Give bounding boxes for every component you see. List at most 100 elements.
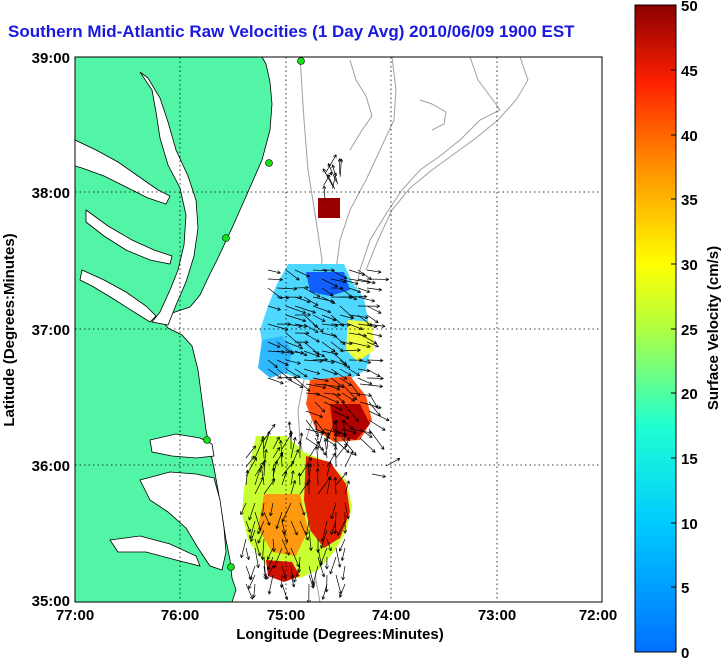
colorbar-tick-label: 30 bbox=[681, 257, 698, 274]
velocity-patch-south-core bbox=[304, 456, 350, 548]
map-title: Southern Mid-Atlantic Raw Velocities (1 … bbox=[8, 22, 575, 41]
velocity-arrow bbox=[279, 574, 284, 588]
y-axis: 39:00 38:00 37:00 36:00 35:00 Latitude (… bbox=[1, 50, 70, 610]
velocity-arrow bbox=[320, 529, 328, 549]
velocity-arrow bbox=[366, 376, 384, 381]
velocity-arrow bbox=[308, 574, 315, 589]
station-marker bbox=[265, 159, 273, 167]
velocity-arrow bbox=[308, 529, 313, 551]
velocity-arrow bbox=[259, 465, 265, 486]
velocity-patch-north bbox=[318, 198, 340, 218]
velocity-arrow bbox=[294, 350, 308, 357]
map-area bbox=[75, 57, 602, 602]
velocity-arrow bbox=[299, 502, 306, 516]
velocity-arrow bbox=[341, 392, 355, 402]
velocity-arrow bbox=[344, 480, 350, 495]
velocity-arrow bbox=[297, 440, 302, 459]
velocity-arrow bbox=[303, 296, 319, 307]
x-axis-label: Longitude (Degrees:Minutes) bbox=[236, 626, 444, 643]
velocity-arrow bbox=[330, 520, 337, 535]
velocity-arrows bbox=[240, 154, 401, 602]
velocity-arrow bbox=[245, 469, 250, 486]
velocity-arrow bbox=[330, 368, 348, 380]
velocity-arrow bbox=[357, 359, 372, 365]
velocity-arrow bbox=[240, 502, 247, 516]
velocity-arrow bbox=[245, 445, 257, 459]
rappahannock-river bbox=[85, 209, 173, 265]
velocity-arrow bbox=[357, 332, 378, 345]
velocity-arrow bbox=[341, 437, 357, 456]
velocity-arrow bbox=[290, 449, 300, 468]
colorbar-tick-label: 10 bbox=[681, 516, 698, 533]
velocity-patch-central-yellow bbox=[346, 320, 374, 362]
velocity-arrow bbox=[294, 296, 311, 304]
velocity-arrow bbox=[303, 368, 321, 375]
velocity-arrow bbox=[333, 446, 338, 468]
velocity-arrow bbox=[257, 529, 265, 544]
velocity-arrow bbox=[321, 278, 338, 288]
velocity-arrow bbox=[359, 401, 382, 410]
velocity-arrow bbox=[245, 457, 257, 477]
colorbar-tick-label: 15 bbox=[681, 451, 698, 468]
albemarle-sound bbox=[149, 433, 215, 459]
velocity-arrow bbox=[248, 574, 256, 590]
velocity-arrow bbox=[341, 565, 346, 581]
velocity-arrow bbox=[341, 401, 359, 422]
velocity-arrow bbox=[357, 296, 376, 303]
velocity-arrow bbox=[357, 304, 380, 309]
velocity-arrow bbox=[321, 287, 334, 297]
velocity-arrow bbox=[329, 556, 337, 575]
land-mass bbox=[75, 57, 273, 602]
velocity-arrow bbox=[297, 472, 302, 486]
map-frame bbox=[74, 56, 603, 603]
velocity-arrow bbox=[323, 401, 343, 411]
velocity-arrow bbox=[366, 358, 384, 363]
velocity-arrow bbox=[343, 511, 348, 534]
velocity-arrow bbox=[331, 164, 339, 185]
velocity-arrow bbox=[279, 453, 284, 468]
velocity-arrow bbox=[332, 410, 350, 419]
velocity-arrow bbox=[240, 538, 247, 559]
velocity-arrow bbox=[273, 547, 283, 569]
velocity-arrow bbox=[321, 583, 328, 600]
velocity-arrow bbox=[341, 419, 346, 441]
velocity-arrow bbox=[368, 410, 390, 422]
velocity-arrow bbox=[385, 457, 401, 467]
velocity-arrow bbox=[305, 410, 323, 418]
velocity-arrow bbox=[335, 547, 342, 568]
velocity-arrow bbox=[337, 520, 346, 536]
velocity-arrow bbox=[312, 305, 332, 314]
velocity-arrow bbox=[323, 438, 328, 459]
velocity-arrow bbox=[299, 520, 309, 541]
velocity-arrow bbox=[293, 565, 301, 583]
velocity-arrow bbox=[366, 332, 383, 338]
velocity-arrow bbox=[339, 287, 358, 301]
velocity-arrow bbox=[267, 341, 281, 348]
velocity-arrow bbox=[371, 473, 386, 479]
velocity-arrow bbox=[357, 278, 376, 285]
velocity-arrow bbox=[366, 277, 390, 282]
velocity-arrow bbox=[254, 538, 262, 557]
velocity-arrow bbox=[294, 377, 311, 392]
velocity-arrow bbox=[272, 446, 281, 459]
velocity-arrow bbox=[333, 477, 338, 495]
velocity-arrow bbox=[285, 341, 304, 350]
velocity-arrow bbox=[368, 419, 386, 431]
velocity-arrow bbox=[348, 287, 362, 294]
velocity-arrow bbox=[359, 383, 384, 389]
velocity-patch-central-blue bbox=[306, 272, 350, 296]
velocity-arrow bbox=[315, 446, 319, 468]
velocity-arrow bbox=[290, 574, 296, 588]
velocity-arrow bbox=[290, 470, 295, 486]
velocity-arrow bbox=[290, 480, 297, 495]
velocity-arrow bbox=[333, 432, 338, 450]
velocity-arrow bbox=[357, 287, 371, 294]
velocity-arrow bbox=[359, 428, 373, 438]
velocity-arrow bbox=[323, 171, 333, 186]
velocity-arrow bbox=[335, 471, 348, 486]
velocity-arrow bbox=[267, 269, 281, 275]
map-grid bbox=[75, 57, 602, 602]
colorbar-tick-label: 25 bbox=[681, 322, 698, 339]
velocity-arrow bbox=[281, 529, 288, 543]
